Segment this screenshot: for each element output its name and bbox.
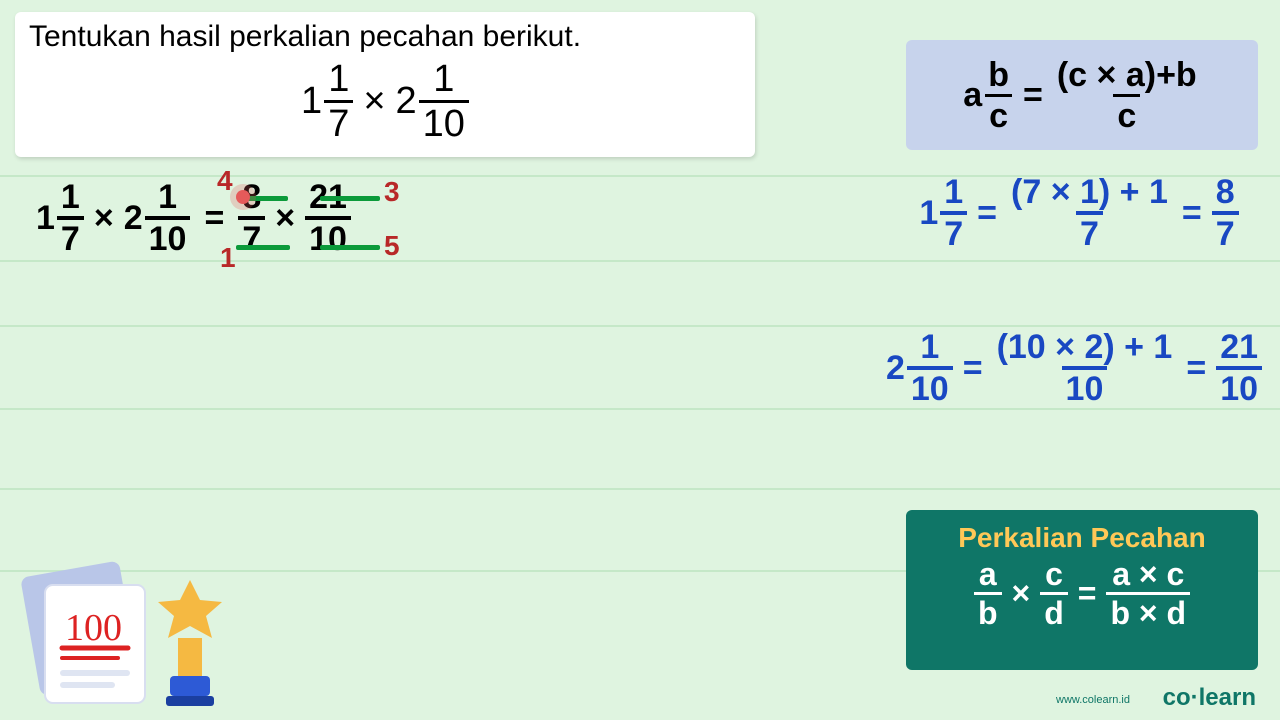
- ruled-line: [0, 488, 1280, 490]
- denominator-1: 7: [324, 100, 353, 143]
- conv2-rtop: 21: [1216, 330, 1262, 366]
- mult-rbot: b × d: [1106, 592, 1190, 629]
- mult-rtop: a × c: [1108, 558, 1188, 592]
- ruled-line: [0, 408, 1280, 410]
- conv1-rbot: 7: [1212, 211, 1239, 251]
- multiplication-rule-box: Perkalian Pecahan a b × c d = a × c b × …: [906, 510, 1258, 670]
- work-area: 1 1 7 × 2 1 10 = 8 7 × 21 10: [36, 180, 351, 256]
- cursor-pointer-icon: [236, 190, 250, 204]
- work-f2-d: 10: [305, 216, 351, 256]
- mult-eq-sign: =: [1078, 575, 1097, 612]
- formula-c: c: [985, 94, 1012, 133]
- conv1-n: 1: [940, 175, 967, 211]
- conv2-n: 1: [916, 330, 943, 366]
- work-w1: 1: [36, 199, 55, 238]
- formula-b: b: [984, 58, 1013, 94]
- question-box: Tentukan hasil perkalian pecahan berikut…: [15, 12, 755, 157]
- whole-1: 1: [301, 80, 322, 123]
- conv1-eq2: =: [1182, 194, 1202, 233]
- score-text: 100: [65, 607, 122, 649]
- strike-21: [320, 196, 380, 201]
- mult-d: d: [1040, 592, 1068, 629]
- conv1-d: 7: [940, 211, 967, 251]
- work-d2: 10: [145, 216, 191, 256]
- question-title: Tentukan hasil perkalian pecahan berikut…: [29, 20, 741, 54]
- conv1-eq1: =: [977, 194, 997, 233]
- whole-2: 2: [396, 80, 417, 123]
- formula-a: a: [963, 76, 982, 115]
- conv2-eq2: =: [1186, 349, 1206, 388]
- mixed-fraction-2: 2 1 10: [396, 60, 469, 143]
- mult-equation: a b × c d = a × c b × d: [918, 558, 1246, 629]
- denominator-2: 10: [419, 100, 469, 143]
- annotation-1: 1: [220, 242, 236, 274]
- work-f1-d: 7: [238, 216, 265, 256]
- work-n2: 1: [154, 180, 181, 216]
- conversion-2: 2 1 10 = (10 × 2) + 1 10 = 21 10: [884, 330, 1264, 406]
- annotation-3: 3: [384, 176, 400, 208]
- conv1-mid-bot: 7: [1076, 211, 1103, 251]
- work-w2: 2: [124, 199, 143, 238]
- brand-logo: co·learn: [1163, 684, 1256, 712]
- conv2-whole: 2: [886, 349, 905, 388]
- mult-b: b: [974, 592, 1002, 629]
- numerator-2: 1: [429, 60, 458, 100]
- formula-eq: =: [1023, 76, 1043, 115]
- work-op2: ×: [275, 199, 295, 238]
- strike-7: [236, 245, 290, 250]
- conv2-eq1: =: [963, 349, 983, 388]
- annotation-4: 4: [217, 165, 233, 197]
- conv2-mid-top: (10 × 2) + 1: [993, 330, 1177, 366]
- brand-url: www.colearn.id: [1056, 694, 1130, 706]
- numerator-1: 1: [324, 60, 353, 100]
- ruled-line: [0, 260, 1280, 262]
- ruled-line: [0, 325, 1280, 327]
- formula-box: a b c = (c × a)+b c: [906, 40, 1258, 150]
- conversion-1: 1 1 7 = (7 × 1) + 1 7 = 8 7: [904, 175, 1254, 251]
- work-d1: 7: [57, 216, 84, 256]
- mult-times1: ×: [1012, 575, 1031, 612]
- mult-a: a: [975, 558, 1001, 592]
- mult-c: c: [1041, 558, 1067, 592]
- conv2-d: 10: [907, 366, 953, 406]
- strike-10: [320, 245, 380, 250]
- conv1-mid-top: (7 × 1) + 1: [1007, 175, 1172, 211]
- formula-rhs-top: (c × a)+b: [1053, 58, 1201, 94]
- conv2-mid-bot: 10: [1062, 366, 1108, 406]
- conv1-rtop: 8: [1212, 175, 1239, 211]
- award-sticker: 100: [10, 550, 230, 710]
- operator-multiply: ×: [363, 80, 385, 123]
- mult-title: Perkalian Pecahan: [918, 522, 1246, 554]
- formula-rhs-bot: c: [1113, 94, 1140, 133]
- work-eq: =: [204, 199, 224, 238]
- conv1-whole: 1: [919, 194, 938, 233]
- annotation-5: 5: [384, 230, 400, 262]
- conv2-rbot: 10: [1216, 366, 1262, 406]
- work-n1: 1: [57, 180, 84, 216]
- work-op1: ×: [94, 199, 114, 238]
- mixed-fraction-1: 1 1 7: [301, 60, 353, 143]
